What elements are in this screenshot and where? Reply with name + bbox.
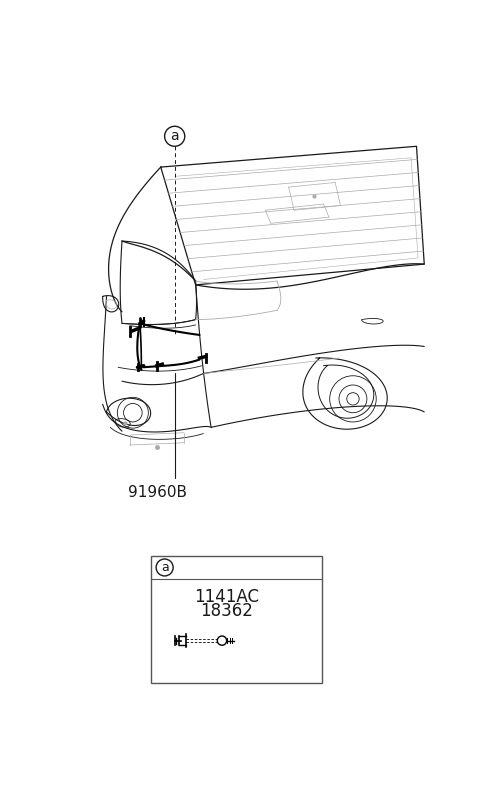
Text: 18362: 18362 [200,602,253,620]
Text: a: a [161,561,168,574]
Text: 1141AC: 1141AC [194,588,259,606]
Text: 91960B: 91960B [128,485,187,500]
Text: a: a [170,129,179,144]
Bar [152,556,322,683]
